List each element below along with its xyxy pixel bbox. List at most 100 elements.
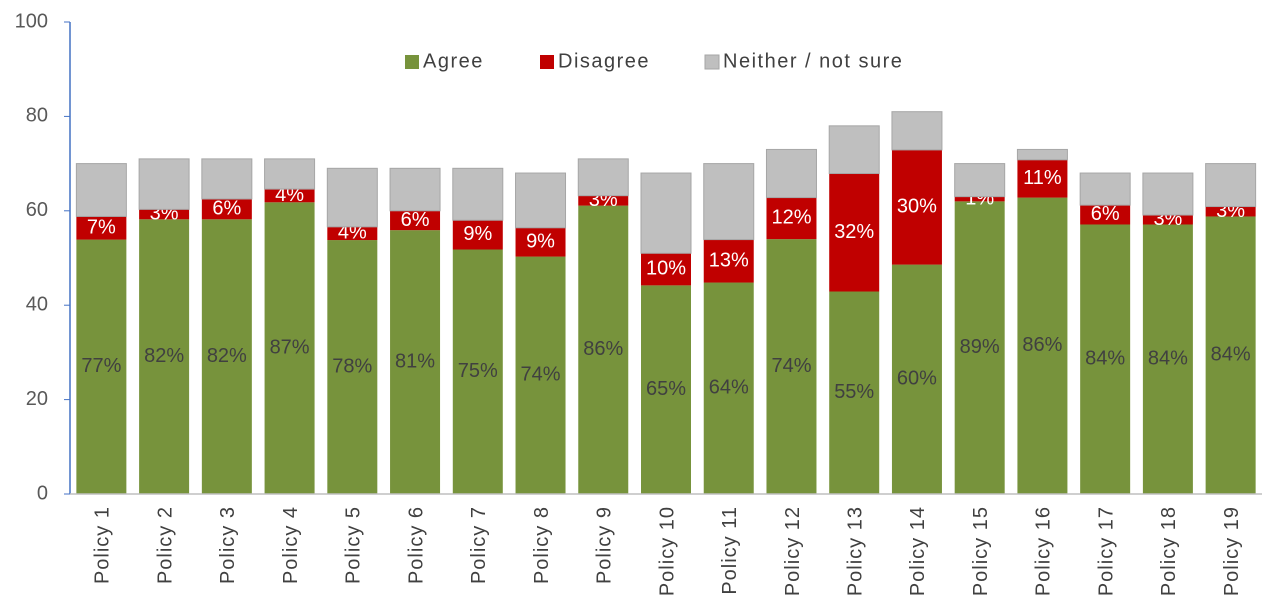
x-tick-label: Policy 7 xyxy=(468,506,490,584)
x-tick-label: Policy 9 xyxy=(594,506,616,584)
bar-segment xyxy=(515,256,566,494)
bar-segment xyxy=(954,201,1005,495)
data-label: 82% xyxy=(207,345,247,367)
data-label: 10% xyxy=(646,258,686,280)
bar-segment xyxy=(954,196,1005,202)
bar-segment xyxy=(201,219,252,494)
bar-segment xyxy=(390,230,441,495)
bar-segment xyxy=(829,173,880,292)
bar-segment xyxy=(75,163,127,217)
bar-segment xyxy=(1205,163,1257,208)
data-label: 84% xyxy=(1148,348,1188,370)
y-tick-label: 20 xyxy=(26,388,48,410)
bar-segment xyxy=(1080,224,1131,494)
data-label: 77% xyxy=(81,355,121,377)
y-tick-label: 0 xyxy=(37,482,48,504)
x-tick-label: Policy 3 xyxy=(217,506,239,584)
bar-segment xyxy=(1080,205,1131,225)
bar-segment xyxy=(641,253,691,286)
data-label: 6% xyxy=(1091,203,1120,225)
data-label: 86% xyxy=(1022,334,1062,356)
data-label: 82% xyxy=(144,345,184,367)
bar-segment xyxy=(452,249,503,494)
legend-label: Disagree xyxy=(558,50,650,72)
data-label: 75% xyxy=(458,360,498,382)
data-label: 87% xyxy=(270,336,310,358)
bar-segment xyxy=(76,216,127,240)
data-label: 78% xyxy=(332,355,372,377)
bar-segment xyxy=(139,209,190,220)
legend-label: Neither / not sure xyxy=(723,50,903,72)
bar-segment xyxy=(891,149,942,265)
data-label: 84% xyxy=(1085,348,1125,370)
bar-segment xyxy=(201,158,253,200)
bar-segment xyxy=(1205,216,1256,495)
data-label: 11% xyxy=(1023,167,1062,189)
bar-segment xyxy=(577,158,629,197)
x-tick-label: Policy 10 xyxy=(656,506,678,596)
y-tick-label: 60 xyxy=(26,199,48,221)
bar-segment xyxy=(515,172,567,229)
bar-segment xyxy=(578,205,629,494)
bar-segment xyxy=(1142,172,1194,216)
bar-segment xyxy=(264,202,315,494)
bar-segment xyxy=(891,264,942,494)
data-label: 6% xyxy=(401,209,430,231)
x-tick-label: Policy 15 xyxy=(970,506,992,596)
data-label: 64% xyxy=(709,377,749,399)
data-label: 6% xyxy=(212,197,241,219)
bar-segment xyxy=(389,167,441,212)
x-tick-label: Policy 5 xyxy=(343,506,365,584)
y-tick-label: 100 xyxy=(15,10,48,32)
data-label: 12% xyxy=(771,207,811,229)
bar-segment xyxy=(139,219,190,494)
data-label: 65% xyxy=(646,378,686,400)
legend-swatch xyxy=(540,55,554,69)
bar-segment xyxy=(1205,206,1256,217)
bar-segment xyxy=(1016,148,1068,161)
bar-segment xyxy=(515,227,566,257)
data-label: 84% xyxy=(1211,344,1251,366)
bar-segment xyxy=(703,163,755,241)
x-tick-label: Policy 16 xyxy=(1033,506,1055,596)
bar-segment xyxy=(201,199,252,220)
bar-segment xyxy=(578,195,629,206)
x-tick-label: Policy 19 xyxy=(1221,506,1243,596)
bar-segment xyxy=(703,282,754,494)
data-label: 13% xyxy=(709,249,749,271)
y-tick-label: 80 xyxy=(26,105,48,127)
bar-segment xyxy=(1017,159,1068,198)
x-tick-label: Policy 17 xyxy=(1095,506,1117,596)
bar-segment xyxy=(828,125,880,175)
bar-segment xyxy=(452,167,504,221)
bar-segment xyxy=(766,239,817,494)
bar-segment xyxy=(703,239,754,283)
bar-segment xyxy=(326,167,378,228)
x-tick-label: Policy 6 xyxy=(405,506,427,584)
data-label: 9% xyxy=(463,223,492,245)
x-tick-label: Policy 4 xyxy=(280,506,302,584)
y-tick-label: 40 xyxy=(26,293,48,315)
x-tick-label: Policy 14 xyxy=(907,506,929,596)
bar-segment xyxy=(640,172,692,254)
bar-segment xyxy=(1142,215,1193,225)
data-label: 55% xyxy=(834,381,874,403)
x-tick-label: Policy 1 xyxy=(92,506,114,584)
x-tick-label: Policy 13 xyxy=(844,506,866,596)
bar-segment xyxy=(327,226,378,241)
bar-segment xyxy=(452,220,503,250)
bar-segment xyxy=(1079,172,1131,206)
data-label: 89% xyxy=(960,336,1000,358)
data-label: 7% xyxy=(87,216,116,238)
x-tick-label: Policy 18 xyxy=(1158,506,1180,596)
data-label: 74% xyxy=(521,364,561,386)
data-label: 60% xyxy=(897,368,937,390)
bar-segment xyxy=(765,148,817,199)
x-tick-label: Policy 12 xyxy=(782,506,804,596)
data-label: 30% xyxy=(897,196,937,218)
x-tick-label: Policy 11 xyxy=(719,506,741,595)
bar-segment xyxy=(390,210,441,231)
x-tick-label: Policy 2 xyxy=(154,506,176,584)
data-label: 74% xyxy=(771,355,811,377)
